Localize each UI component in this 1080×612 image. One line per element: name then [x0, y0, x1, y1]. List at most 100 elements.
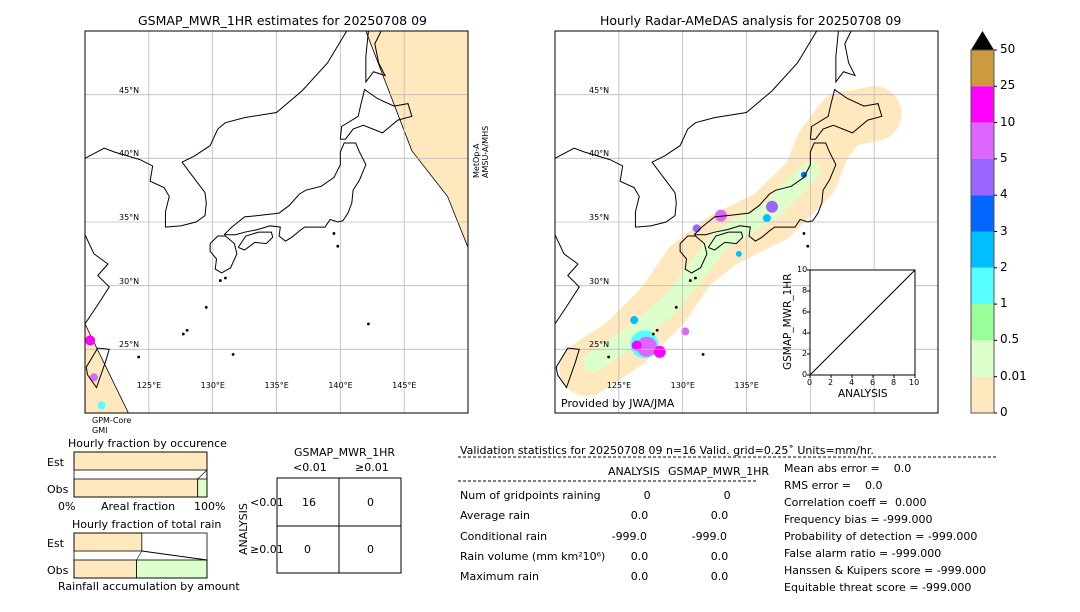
cont-title: GSMAP_MWR_1HR [294, 446, 396, 459]
scatter-xlabel: ANALYSIS [838, 388, 888, 400]
left-map-title: GSMAP_MWR_1HR estimates for 20250708 09 [138, 13, 427, 28]
colorbar-segment [971, 86, 994, 123]
island [137, 355, 141, 359]
coastline-honshu [693, 142, 837, 242]
score-line: Probability of detection = -999.000 [784, 530, 978, 543]
rainfrac-connector [141, 550, 208, 561]
coastline-hokkaido [339, 88, 413, 140]
coastline-korea [85, 31, 348, 228]
occ-xlabel: Areal fraction [101, 500, 176, 513]
stat-label: Rain volume (mm km²10⁶) [460, 549, 606, 563]
coastline-korea [555, 31, 818, 228]
rain-spot [681, 327, 690, 336]
lon-label: 135°E [734, 381, 759, 390]
coastline-sakhalin [365, 31, 387, 84]
occurrence-obs-bar-rest [197, 478, 208, 498]
rainfrac-est-bar [73, 532, 143, 552]
coastline-china2 [85, 334, 86, 335]
island [332, 232, 336, 235]
rain-spot [97, 401, 106, 410]
coastline-sakhalin [835, 31, 857, 84]
island [607, 355, 611, 359]
lat-label: 25°N [119, 340, 140, 350]
lon-label: 145°E [392, 381, 417, 390]
y-tick-label: 2 [802, 349, 808, 358]
rain-spot [714, 209, 727, 222]
lat-label: 30°N [119, 276, 140, 286]
score-line: Frequency bias = -999.000 [784, 513, 933, 526]
right-map-title: Hourly Radar-AMeDAS analysis for 2025070… [600, 13, 902, 28]
stat-gsmap-value: 0.0 [710, 549, 729, 563]
stat-analysis-value: 0 [643, 489, 651, 502]
colorbar-label: 5 [1000, 150, 1008, 165]
colorbar-label: 10 [1000, 114, 1016, 129]
sat-label-bottom: GPM-Core GMI [92, 416, 132, 435]
coastline-kyushu [209, 235, 238, 274]
island [674, 305, 678, 309]
lat-label: 30°N [589, 276, 610, 286]
occ-x1: 100% [194, 500, 226, 513]
rain-spot [762, 214, 771, 223]
rainfrac-connector [136, 550, 143, 561]
light-rain-area [583, 161, 821, 373]
colorbar-label: 2 [1000, 259, 1008, 274]
cont-row-0: <0.01 [250, 496, 284, 509]
rain-spot [735, 250, 742, 257]
lon-label: 125°E [136, 381, 162, 390]
island [181, 332, 185, 336]
colorbar-label: 25 [1000, 78, 1016, 93]
coastline-china [85, 234, 110, 325]
colorbar-segment [971, 267, 994, 305]
rain-spot [630, 316, 639, 325]
island [651, 332, 655, 336]
island [367, 322, 370, 326]
occurrence-connector [197, 469, 208, 480]
island [336, 244, 340, 248]
x-tick-label: 6 [870, 378, 876, 387]
stat-label: Conditional rain [460, 529, 548, 543]
coastline-honshu [223, 142, 367, 242]
y-tick-label: 10 [797, 265, 808, 274]
rainfrac-title: Hourly fraction of total rain [72, 518, 222, 531]
stat-gsmap-value: -999.0 [691, 529, 728, 543]
colorbar-extend-arrow [971, 31, 994, 50]
island [701, 353, 705, 356]
satellite-swath [365, 31, 468, 248]
scatter-ylabel: GSMAP_MWR_1HR [782, 273, 794, 370]
colorbar-label: 0 [1000, 405, 1008, 419]
cont-col-1: ≥0.01 [355, 461, 389, 474]
coastline-kyushu [679, 235, 708, 274]
score-line: RMS error = 0.0 [784, 479, 883, 492]
colorbar-label: 1 [1000, 296, 1008, 311]
colorbar-segment [971, 158, 994, 196]
coastline-china [555, 234, 580, 325]
rain-spot [636, 336, 657, 357]
lat-label: 25°N [589, 340, 610, 350]
one-to-one-line [809, 269, 916, 376]
cont-row-title: ANALYSIS [237, 503, 250, 555]
y-tick-label: 6 [802, 307, 808, 316]
x-tick-label: 10 [909, 378, 920, 387]
island [694, 276, 697, 280]
island [218, 279, 222, 282]
sat-label-top: MetOp-A AMSU-A/MHS [472, 125, 490, 178]
validation-header: Validation statistics for 20250708 09 n=… [460, 444, 874, 457]
rain-spot [766, 200, 779, 213]
stat-label: Maximum rain [460, 570, 539, 584]
colorbar-segment [971, 376, 994, 413]
island [185, 328, 189, 332]
lon-label: 125°E [606, 381, 632, 390]
occurrence-est-bar [73, 451, 208, 471]
coastline-taiwan [555, 347, 580, 389]
island [806, 244, 810, 248]
island [688, 279, 692, 282]
island [224, 276, 227, 280]
coastline-hokkaido [809, 88, 883, 140]
coastline-taiwan [85, 347, 110, 389]
lat-label: 45°N [119, 85, 140, 95]
stat-label: Num of gridpoints raining [460, 489, 601, 502]
coastline-shikoku [707, 231, 744, 251]
y-tick-label: 8 [802, 286, 808, 295]
